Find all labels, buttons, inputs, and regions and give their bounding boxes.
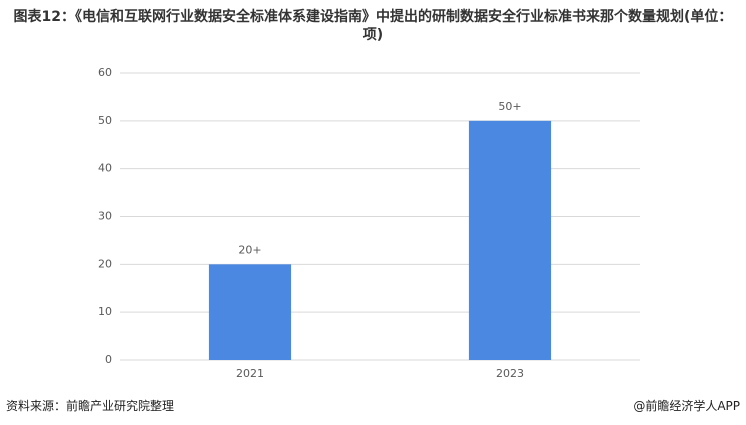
x-tick-label: 2021 bbox=[236, 367, 264, 380]
credit: @前瞻经济学人APP bbox=[633, 399, 740, 413]
y-tick-label: 0 bbox=[105, 353, 112, 366]
chart-title: 图表12：《电信和互联网行业数据安全标准体系建设指南》中提出的研制数据安全行业标… bbox=[13, 9, 733, 43]
bar bbox=[208, 264, 292, 360]
value-label: 50+ bbox=[498, 100, 521, 113]
value-label: 20+ bbox=[238, 243, 261, 256]
y-tick-label: 60 bbox=[98, 66, 112, 79]
bar bbox=[468, 120, 552, 360]
y-tick-label: 40 bbox=[98, 162, 112, 175]
y-tick-label: 20 bbox=[98, 257, 112, 270]
y-tick-label: 50 bbox=[98, 114, 112, 127]
y-tick-label: 30 bbox=[98, 210, 112, 223]
x-tick-label: 2023 bbox=[496, 367, 524, 380]
source: 资料来源：前瞻产业研究院整理 bbox=[6, 399, 175, 413]
y-tick-label: 10 bbox=[98, 305, 112, 318]
